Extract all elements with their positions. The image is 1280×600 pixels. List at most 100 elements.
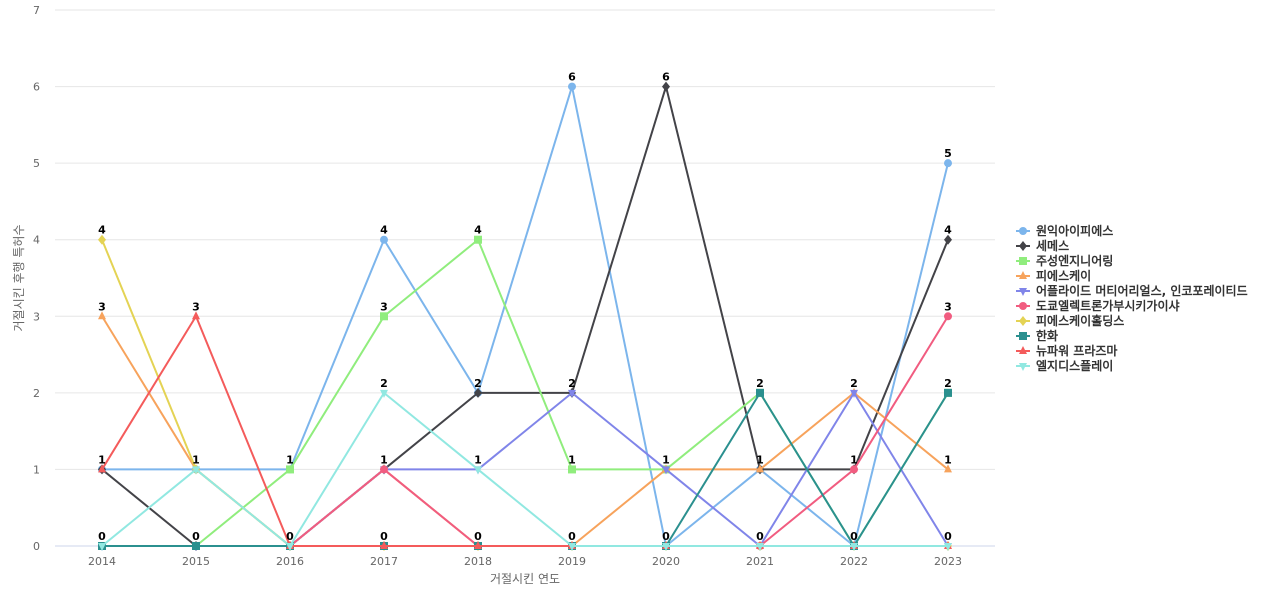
legend-marker[interactable] xyxy=(1019,227,1027,235)
legend-item[interactable]: 한화 xyxy=(1016,328,1058,343)
data-point[interactable] xyxy=(944,159,952,168)
data-point[interactable] xyxy=(568,389,576,398)
legend-label: 피에스케이홀딩스 xyxy=(1036,313,1124,328)
data-label: 0 xyxy=(98,530,106,543)
y-tick-label: 4 xyxy=(33,234,40,247)
data-point[interactable] xyxy=(98,543,106,551)
legend-label: 세메스 xyxy=(1036,238,1069,253)
data-label: 1 xyxy=(474,453,482,466)
series-group xyxy=(98,81,952,551)
data-point[interactable] xyxy=(474,466,482,475)
data-point[interactable] xyxy=(380,312,388,321)
legend-marker[interactable] xyxy=(1019,271,1027,279)
data-point[interactable] xyxy=(662,81,670,92)
legend-item[interactable]: 피에스케이홀딩스 xyxy=(1016,313,1124,328)
legend-item[interactable]: 원익아이피에스 xyxy=(1016,223,1113,238)
legend-item[interactable]: 주성엔지니어링 xyxy=(1016,253,1113,268)
legend-marker[interactable] xyxy=(1019,288,1027,296)
data-label: 3 xyxy=(380,300,388,313)
legend-item[interactable]: 엘지디스플레이 xyxy=(1016,358,1113,373)
data-point[interactable] xyxy=(756,388,764,397)
data-label: 2 xyxy=(944,377,952,390)
x-tick-label: 2014 xyxy=(88,555,116,568)
data-label: 4 xyxy=(98,224,106,237)
legend-item[interactable]: 뉴파워 프라즈마 xyxy=(1016,343,1117,358)
legend-item[interactable]: 피에스케이 xyxy=(1016,268,1091,283)
y-tick-label: 3 xyxy=(33,310,40,323)
legend-marker[interactable] xyxy=(1019,257,1027,265)
legend-marker[interactable] xyxy=(1019,241,1027,251)
legend-label: 어플라이드 머티어리얼스, 인코포레이티드 xyxy=(1036,283,1248,298)
data-point[interactable] xyxy=(944,464,952,473)
data-label: 0 xyxy=(380,530,388,543)
data-label: 6 xyxy=(568,71,576,84)
data-point[interactable] xyxy=(380,389,388,398)
data-point[interactable] xyxy=(98,464,106,473)
data-point[interactable] xyxy=(474,387,482,398)
data-point[interactable] xyxy=(474,541,482,549)
data-point[interactable] xyxy=(568,82,576,91)
data-point[interactable] xyxy=(662,466,670,475)
y-axis-title: 거절시킨 후행 특허수 xyxy=(11,225,26,332)
data-point[interactable] xyxy=(474,235,482,244)
data-point[interactable] xyxy=(850,389,858,398)
data-point[interactable] xyxy=(944,312,952,321)
data-label: 6 xyxy=(662,71,670,84)
legend-marker[interactable] xyxy=(1019,346,1027,354)
data-point[interactable] xyxy=(380,541,388,549)
legend-marker[interactable] xyxy=(1019,332,1027,340)
data-label: 3 xyxy=(98,300,106,313)
legend-marker[interactable] xyxy=(1019,302,1027,310)
data-point[interactable] xyxy=(850,543,858,551)
x-tick-label: 2022 xyxy=(840,555,868,568)
data-point[interactable] xyxy=(192,542,200,550)
data-point[interactable] xyxy=(380,235,388,244)
data-point[interactable] xyxy=(286,543,294,551)
data-point[interactable] xyxy=(98,234,106,245)
data-point[interactable] xyxy=(98,311,106,320)
data-label: 0 xyxy=(474,530,482,543)
data-point[interactable] xyxy=(756,464,764,473)
data-label: 1 xyxy=(192,453,200,466)
legend-marker[interactable] xyxy=(1019,316,1027,326)
x-axis-title: 거절시킨 연도 xyxy=(490,572,560,586)
y-tick-label: 2 xyxy=(33,387,40,400)
legend-item[interactable]: 도쿄엘렉트론가부시키가이샤 xyxy=(1016,298,1180,313)
data-label: 5 xyxy=(944,147,952,160)
data-point[interactable] xyxy=(944,543,952,551)
legend-label: 뉴파워 프라즈마 xyxy=(1036,343,1117,358)
legend-label: 엘지디스플레이 xyxy=(1036,358,1113,373)
y-tick-label: 6 xyxy=(33,81,40,94)
data-label: 2 xyxy=(474,377,482,390)
data-label: 1 xyxy=(756,453,764,466)
legend-label: 주성엔지니어링 xyxy=(1036,253,1113,268)
data-point[interactable] xyxy=(192,466,200,475)
legend-item[interactable]: 세메스 xyxy=(1016,238,1069,253)
data-point[interactable] xyxy=(944,388,952,397)
x-tick-label: 2021 xyxy=(746,555,774,568)
data-point[interactable] xyxy=(850,465,858,474)
x-tick-label: 2020 xyxy=(652,555,680,568)
data-point[interactable] xyxy=(192,311,200,320)
data-label: 2 xyxy=(756,377,764,390)
data-point[interactable] xyxy=(944,234,952,245)
data-label: 2 xyxy=(850,377,858,390)
data-point[interactable] xyxy=(568,465,576,474)
legend-marker[interactable] xyxy=(1019,363,1027,371)
x-tick-label: 2016 xyxy=(276,555,304,568)
data-point[interactable] xyxy=(662,543,670,551)
legend-item[interactable]: 어플라이드 머티어리얼스, 인코포레이티드 xyxy=(1016,283,1248,298)
data-point[interactable] xyxy=(380,465,388,474)
data-label: 0 xyxy=(568,530,576,543)
data-point[interactable] xyxy=(568,543,576,551)
data-point[interactable] xyxy=(756,543,764,551)
data-point[interactable] xyxy=(286,465,294,474)
series-line xyxy=(101,391,948,547)
data-label: 1 xyxy=(662,453,670,466)
x-tick-label: 2018 xyxy=(464,555,492,568)
data-label: 1 xyxy=(568,453,576,466)
y-axis-ticks: 0 1 2 3 4 5 6 7 xyxy=(33,4,40,553)
x-axis-ticks: 2014 2015 2016 2017 2018 2019 2020 2021 2022 2023 xyxy=(88,555,962,568)
x-tick-label: 2023 xyxy=(934,555,962,568)
